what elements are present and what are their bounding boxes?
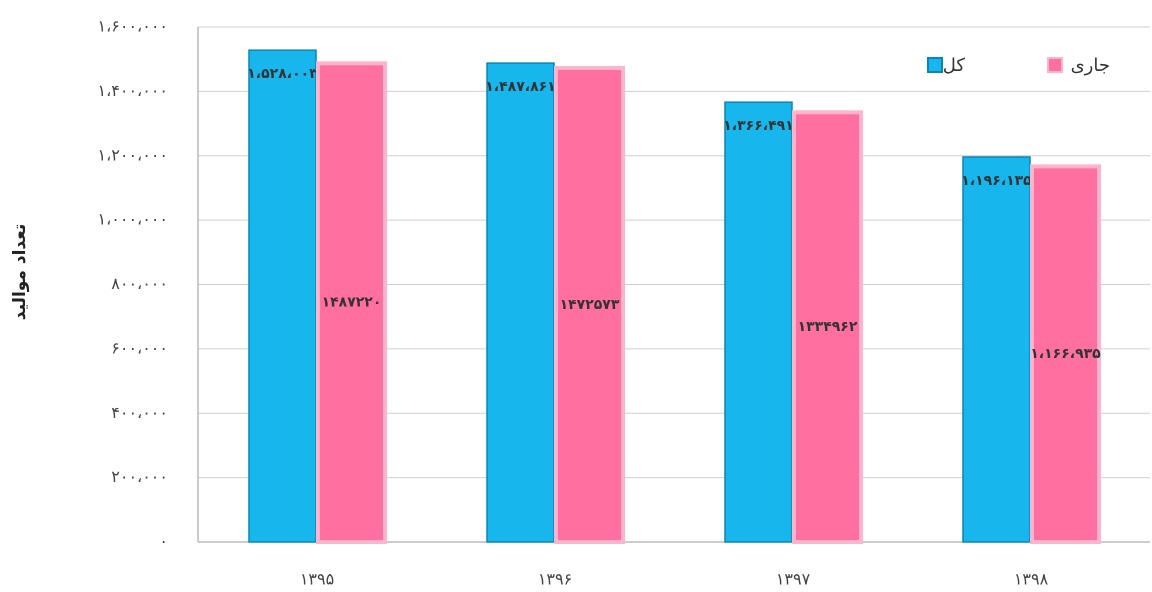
y-tick-label: ۱،۴۰۰،۰۰۰: [98, 81, 168, 100]
bar: [1030, 164, 1101, 544]
value-label: ۱۳۳۴۹۶۲: [798, 319, 858, 335]
y-tick-label: ۱،۲۰۰،۰۰۰: [98, 145, 168, 164]
value-label: ۱،۳۶۶،۴۹۱: [723, 118, 793, 134]
y-tick-label: ۴۰۰،۰۰۰: [111, 403, 168, 422]
y-tick-label: ۶۰۰،۰۰۰: [111, 338, 168, 357]
legend-swatch: [1047, 57, 1063, 73]
legend-swatch: [927, 57, 943, 73]
x-tick-label: ۱۳۹۵: [300, 570, 334, 589]
y-tick-label: ۸۰۰،۰۰۰: [111, 274, 168, 293]
x-tick-label: ۱۳۹۷: [776, 570, 811, 589]
value-label: ۱،۵۲۸،۰۰۳: [247, 66, 318, 82]
x-tick-label: ۱۳۹۶: [538, 570, 572, 589]
y-tick-label: ۲۰۰،۰۰۰: [111, 467, 168, 486]
bar: [724, 101, 793, 543]
x-tick-label: ۱۳۹۸: [1014, 570, 1049, 589]
y-tick-label: ۱،۰۰۰،۰۰۰: [98, 210, 168, 229]
bar: [962, 156, 1031, 543]
bar: [792, 110, 863, 544]
bar: [554, 66, 625, 544]
value-label: ۱،۱۹۶،۱۳۵: [961, 173, 1032, 189]
value-label: ۱۴۷۲۵۷۳: [560, 297, 620, 313]
value-label: ۱،۴۸۷،۸۶۱: [485, 79, 555, 95]
value-label: ۱۴۸۷۲۲۰: [322, 295, 382, 311]
legend-label: جاری: [1071, 55, 1110, 76]
y-tick-label: ۰: [159, 532, 168, 551]
bar: [486, 62, 555, 543]
bar: [316, 61, 387, 545]
bar: [248, 49, 317, 543]
value-label: ۱،۱۶۶،۹۳۵: [1030, 346, 1101, 362]
y-axis-title: تعداد موالید: [10, 224, 30, 320]
y-tick-label: ۱،۶۰۰،۰۰۰: [98, 17, 168, 36]
legend-label: کل: [943, 55, 966, 76]
